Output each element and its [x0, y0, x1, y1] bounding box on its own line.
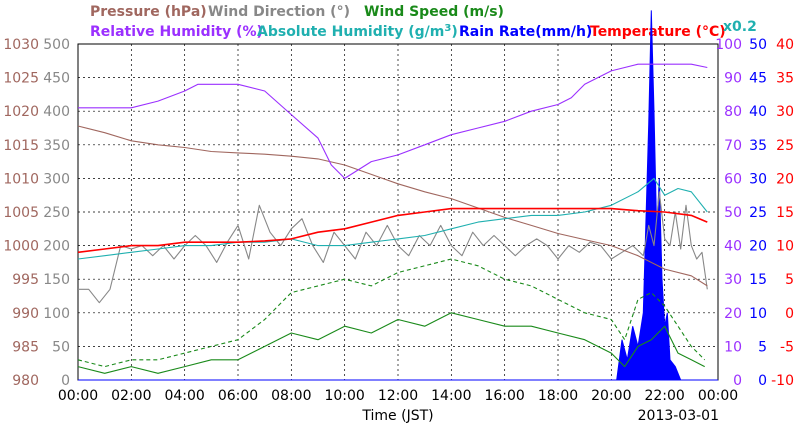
x-axis: 00:00 02:00 04:00 06:00 08:00 10:00 12:00 14:00…	[58, 388, 738, 404]
rain-rate-tick-label: 20	[749, 239, 767, 255]
series-wind-direction	[78, 191, 708, 304]
pressure-tick-label: 1025	[3, 71, 39, 87]
absolute-humidity-title-main: Absolute Humidity (g/m	[257, 24, 444, 40]
pressure-title: Pressure (hPa)	[90, 4, 207, 20]
pressure-tick-label: 980	[12, 373, 39, 389]
x-tick-label: 00:00	[58, 388, 98, 404]
temperature-tick-label: 15	[776, 205, 794, 221]
relative-humidity-tick-label: 10	[724, 339, 742, 355]
rain-rate-tick-label: 30	[749, 171, 767, 187]
x-axis-label: Time (JST)	[361, 408, 433, 424]
relative-humidity-tick-label: 60	[724, 171, 742, 187]
rain-rate-tick-label: 40	[749, 104, 767, 120]
absolute-humidity-title-sup: 3	[444, 23, 451, 34]
relative-humidity-tick-label: 80	[724, 104, 742, 120]
rain-rate-tick-label: 25	[749, 205, 767, 221]
temperature-tick-label: 25	[776, 138, 794, 154]
pressure-tick-label: 995	[12, 272, 39, 288]
x-tick-label: 08:00	[271, 388, 311, 404]
wind-direction-tick-label: 250	[43, 205, 70, 221]
left-axes: 1030102510201015101010051000995990985980…	[3, 37, 70, 389]
temperature-tick-label: 20	[776, 171, 794, 187]
chart-titles: Pressure (hPa) Wind Direction (°) Wind S…	[90, 4, 757, 40]
x-tick-label: 02:00	[111, 388, 151, 404]
x-tick-label: 20:00	[591, 388, 631, 404]
temperature-tick-label: 10	[776, 239, 794, 255]
relative-humidity-tick-label: 70	[724, 138, 742, 154]
wind-direction-tick-label: 0	[61, 373, 70, 389]
temperature-tick-label: 30	[776, 104, 794, 120]
series-wind-speed-gust-m-s	[77, 258, 706, 368]
x-tick-label: 14:00	[431, 388, 471, 404]
x-tick-label: 12:00	[378, 388, 418, 404]
pressure-tick-label: 1020	[3, 104, 39, 120]
grid	[78, 44, 718, 380]
wind-direction-tick-label: 500	[43, 37, 70, 53]
rain-rate-tick-label: 35	[749, 138, 767, 154]
rain-rate-tick-label: 0	[758, 373, 767, 389]
wind-direction-tick-label: 300	[43, 171, 70, 187]
x-tick-label: 18:00	[538, 388, 578, 404]
x-tick-label: 06:00	[218, 388, 258, 404]
wind-direction-tick-label: 50	[52, 339, 70, 355]
temperature-tick-label: -10	[771, 373, 794, 389]
date-label: 2013-03-01	[638, 408, 719, 424]
pressure-tick-label: 990	[12, 306, 39, 322]
absolute-humidity-title: Absolute Humidity (g/m3)	[257, 23, 458, 41]
series-temperature-c	[77, 207, 708, 254]
temperature-tick-label: 5	[785, 272, 794, 288]
pressure-tick-label: 985	[12, 339, 39, 355]
rain-rate-tick-label: 10	[749, 306, 767, 322]
absolute-humidity-title-end: )	[451, 24, 457, 40]
series-wind-speed-m-s	[77, 312, 705, 374]
rain-rate-tick-label: 15	[749, 272, 767, 288]
series-absolute-humidity-g-m3-x0-2	[77, 177, 708, 260]
wind-direction-tick-label: 200	[43, 239, 70, 255]
series-pressure-hpa	[77, 125, 708, 287]
relative-humidity-tick-label: 100	[715, 37, 742, 53]
x-tick-label: 00:00	[698, 388, 738, 404]
temperature-title: Temperature (°C)	[590, 24, 726, 40]
relative-humidity-tick-label: 0	[733, 373, 742, 389]
series-rain-rate-mm-h	[78, 10, 718, 381]
x-tick-label: 04:00	[164, 388, 204, 404]
series-layer	[77, 10, 718, 381]
absolute-humidity-scale-note: x0.2	[723, 19, 757, 35]
x-tick-label: 10:00	[324, 388, 364, 404]
rain-rate-tick-label: 5	[758, 339, 767, 355]
relative-humidity-tick-label: 90	[724, 71, 742, 87]
pressure-tick-label: 1000	[3, 239, 39, 255]
x-tick-label: 22:00	[644, 388, 684, 404]
rain-rate-title: Rain Rate(mm/h)	[459, 24, 592, 40]
temperature-tick-label: 40	[776, 37, 794, 53]
wind-direction-tick-label: 450	[43, 71, 70, 87]
x-tick-label: 16:00	[484, 388, 524, 404]
right-axes: 1009080706050403020100504540353025201510…	[715, 37, 794, 389]
wind-direction-title: Wind Direction (°)	[208, 4, 350, 20]
rain-rate-tick-label: 50	[749, 37, 767, 53]
wind-direction-tick-label: 400	[43, 104, 70, 120]
wind-direction-tick-label: 350	[43, 138, 70, 154]
series-relative-humidity	[78, 63, 708, 179]
pressure-tick-label: 1010	[3, 171, 39, 187]
pressure-tick-label: 1030	[3, 37, 39, 53]
relative-humidity-tick-label: 50	[724, 205, 742, 221]
relative-humidity-tick-label: 40	[724, 239, 742, 255]
rain-rate-tick-label: 45	[749, 71, 767, 87]
wind-direction-tick-label: 100	[43, 306, 70, 322]
pressure-tick-label: 1015	[3, 138, 39, 154]
wind-direction-tick-label: 150	[43, 272, 70, 288]
temperature-tick-label: 35	[776, 71, 794, 87]
temperature-tick-label: -5	[780, 339, 794, 355]
temperature-tick-label: 0	[785, 306, 794, 322]
wind-speed-title: Wind Speed (m/s)	[364, 4, 504, 20]
pressure-tick-label: 1005	[3, 205, 39, 221]
relative-humidity-tick-label: 30	[724, 272, 742, 288]
relative-humidity-title: Relative Humidity (%)	[90, 24, 263, 40]
relative-humidity-tick-label: 20	[724, 306, 742, 322]
